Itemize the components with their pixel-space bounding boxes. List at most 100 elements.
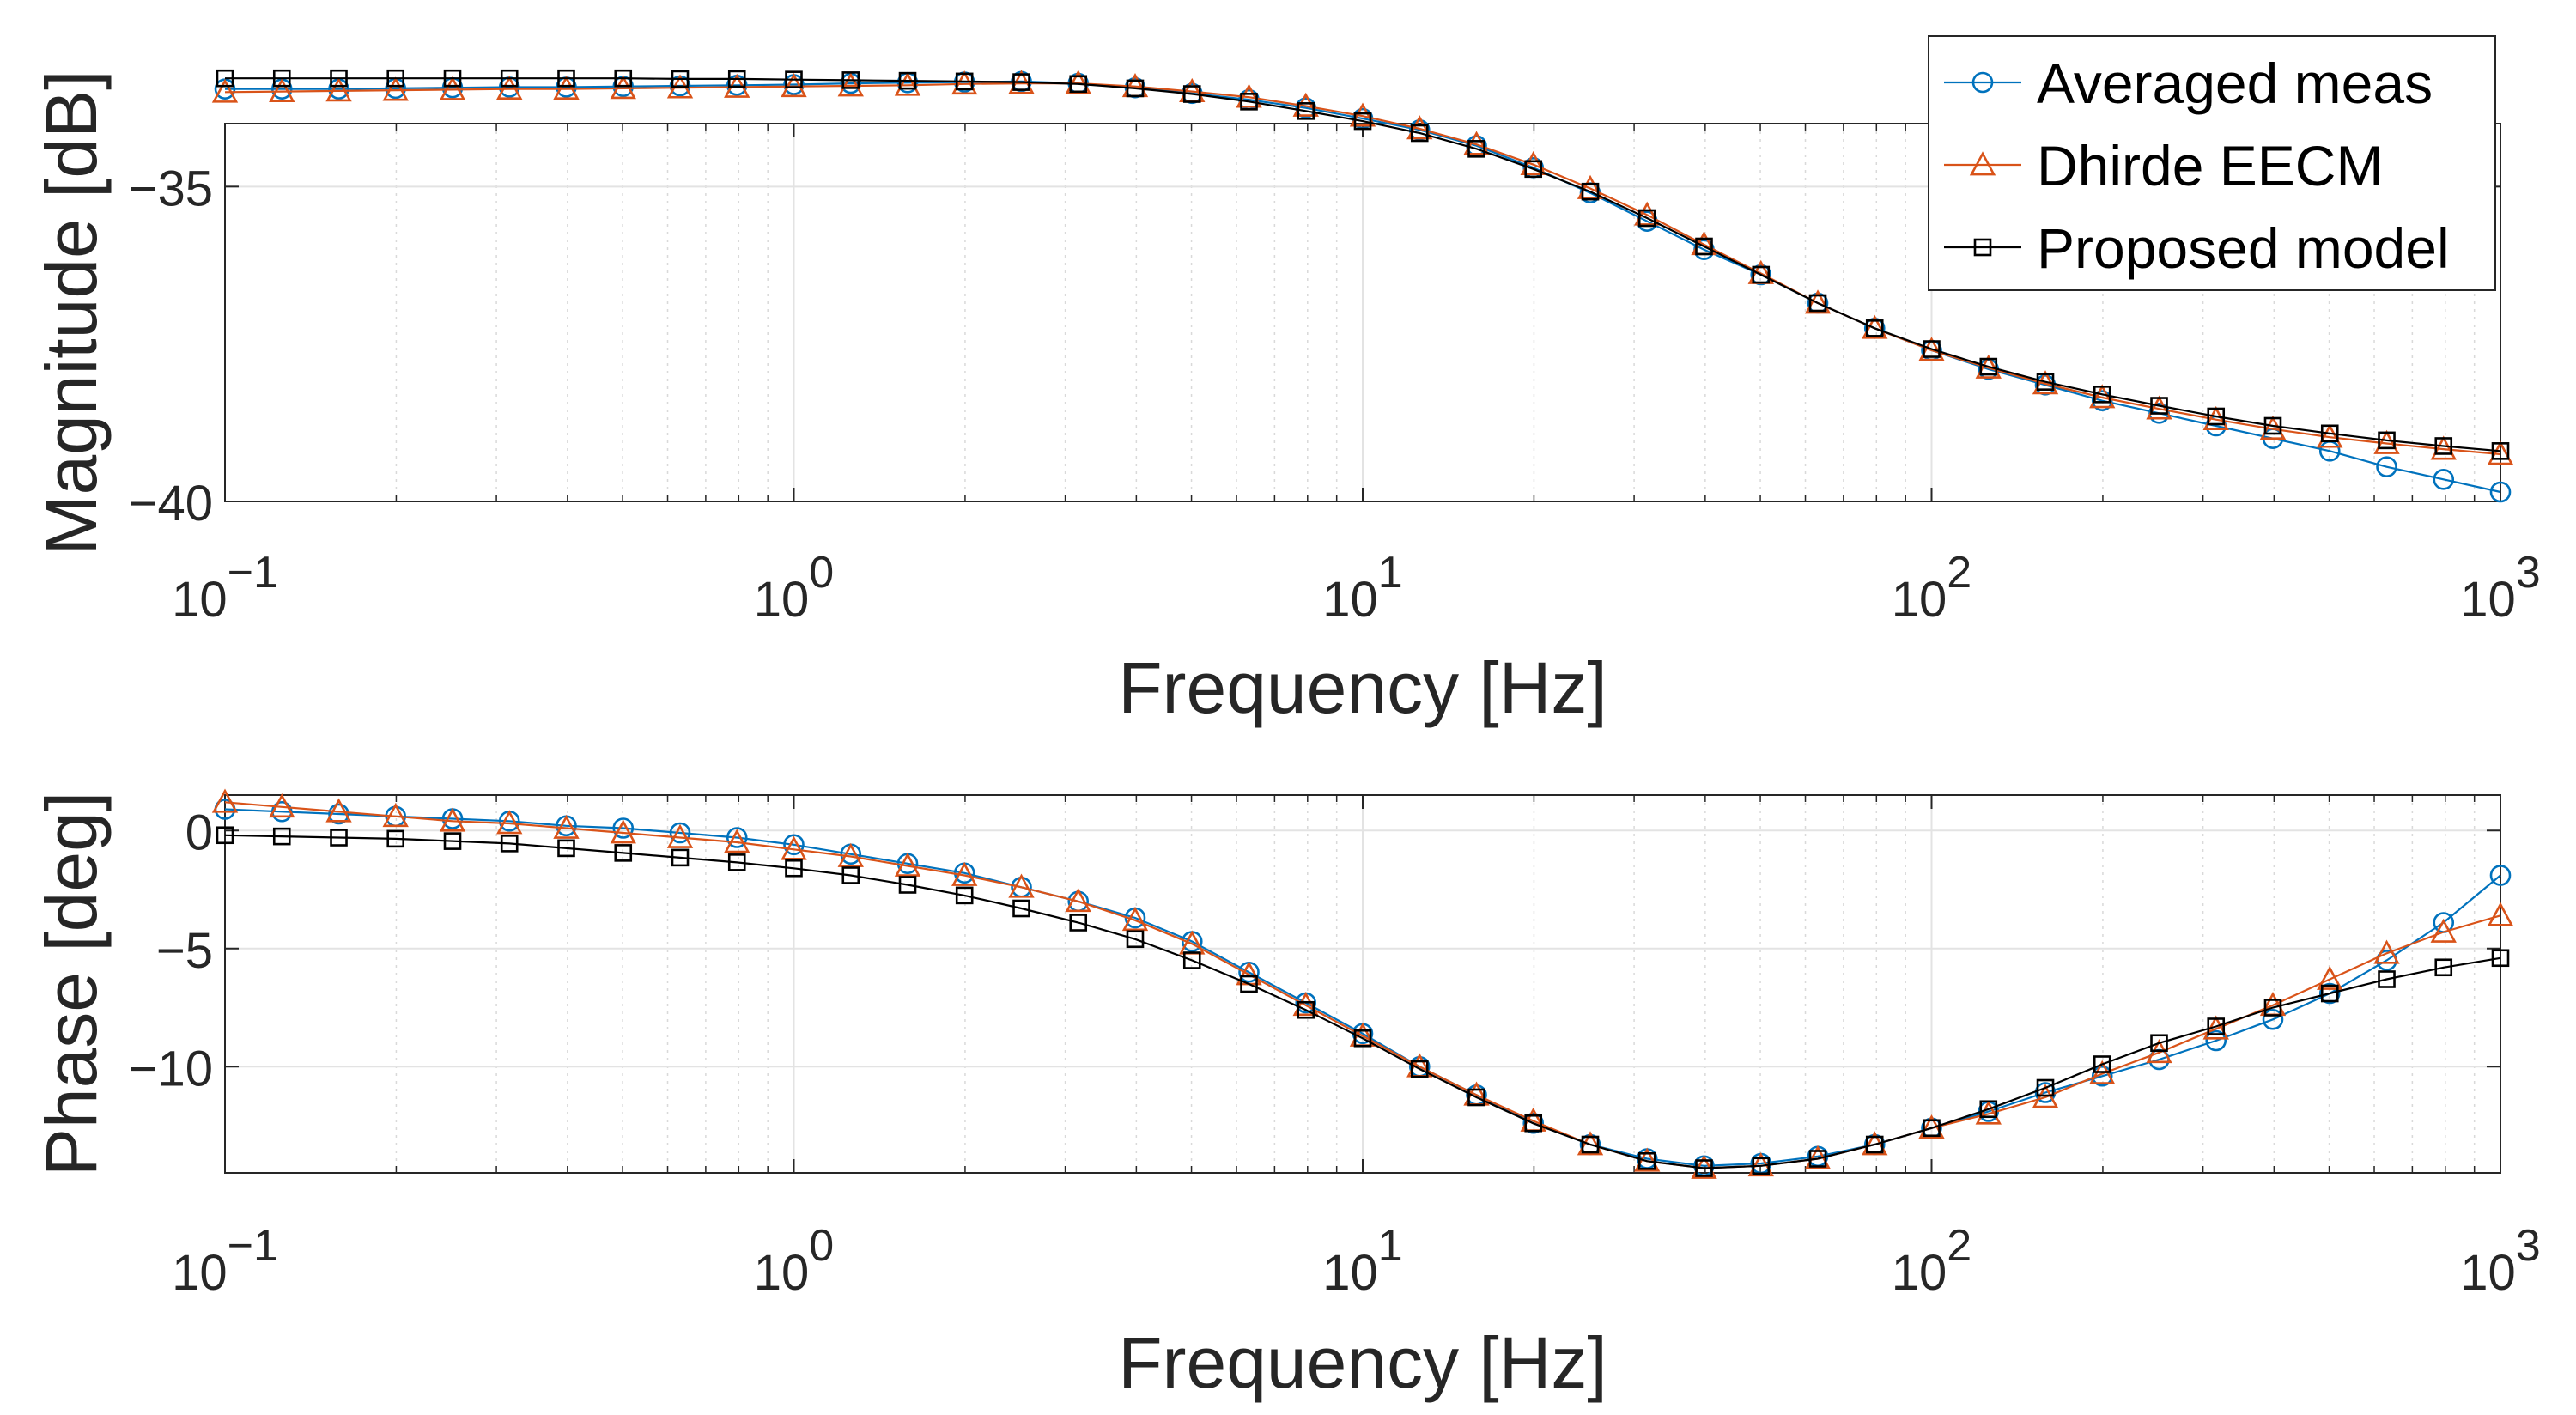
data-point [553,814,580,839]
data-point [610,819,636,844]
data-point [1353,112,1372,131]
data-point [2034,374,2057,396]
data-point [614,69,633,88]
data-point [1008,873,1035,898]
data-point [724,829,750,853]
series-proposed-model [216,69,2510,460]
series-line [225,77,2501,452]
x-tick-exponent: 0 [809,1221,834,1271]
data-point [500,69,519,88]
data-point [1979,1100,1998,1119]
data-point [1467,1088,1485,1107]
x-tick-base: 10 [172,572,228,628]
data-point [496,810,523,835]
data-point [2263,999,2282,1017]
data-point [894,71,921,96]
data-point [955,886,974,905]
x-tick-label: 10−1 [172,1221,278,1301]
data-point [2433,469,2455,490]
data-point [2373,429,2400,454]
series-line [224,834,2501,1169]
data-point [1410,1060,1429,1078]
y-tick-label: −40 [129,476,213,531]
data-point [557,69,575,88]
x-tick-label: 101 [1322,1221,1402,1301]
data-point [443,832,462,850]
data-point [669,822,691,844]
data-point [557,839,575,858]
data-point [1865,1135,1884,1154]
x-tick-exponent: −1 [228,548,278,598]
data-point [2262,1008,2284,1030]
data-point [1581,1135,1600,1154]
x-tick-label: 100 [754,548,834,628]
data-point [2487,440,2514,465]
data-point [2378,970,2396,988]
data-point [1182,85,1201,103]
data-point [2091,1065,2113,1087]
x-tick-label: 103 [2460,548,2540,628]
x-tick-label: 103 [2460,1221,2540,1301]
data-point [1467,140,1485,158]
data-point [500,835,519,853]
x-tick-label: 102 [1892,1221,1971,1301]
data-point [496,75,523,100]
data-point [1975,1100,2002,1125]
data-point [894,852,921,877]
x-tick-exponent: 1 [1378,548,1403,598]
data-point [781,72,807,98]
data-point [1979,357,1998,376]
data-point [216,69,234,88]
data-point [1637,209,1656,228]
data-point [1752,1157,1771,1175]
series-line [224,801,2501,1169]
x-tick-base: 10 [172,1245,228,1301]
data-point [1750,264,1772,286]
data-point [2207,407,2226,426]
data-point [2259,415,2287,440]
data-point [898,71,917,90]
x-tick-base: 10 [1322,1245,1378,1301]
x-tick-base: 10 [1892,572,1947,628]
data-point [2489,865,2512,886]
data-point [1975,354,2002,379]
legend-box [1928,35,2496,291]
data-point [1862,314,1888,339]
data-point [2205,1029,2227,1052]
legend-swatch-marker [1971,71,1994,94]
data-point [1637,1151,1656,1170]
data-point [2487,902,2514,926]
data-point [1804,289,1832,314]
data-point [1808,1150,1827,1168]
data-point [785,70,803,88]
data-point [1012,899,1030,918]
data-point [325,77,352,102]
data-point [2430,918,2457,943]
data-point [841,866,860,884]
x-tick-exponent: 3 [2516,548,2541,598]
data-point [2089,384,2116,409]
data-point [2317,965,2343,990]
data-point [443,69,462,88]
data-point [1236,83,1262,108]
data-point [1065,70,1091,94]
data-point [898,876,917,894]
data-point [216,826,234,845]
x-tick-exponent: 1 [1378,1221,1403,1271]
x-axis-label: Frequency [Hz] [1118,1322,1607,1403]
x-axis-label: Frequency [Hz] [1118,647,1607,728]
data-point [666,823,694,848]
data-point [1695,237,1713,256]
data-point [2036,373,2055,391]
data-point [726,827,748,848]
data-point [2317,423,2343,448]
data-point [1292,992,1319,1017]
data-point [727,70,746,88]
data-point [1069,914,1088,932]
data-point [2202,405,2229,431]
x-tick-base: 10 [1322,572,1378,628]
data-point [785,859,803,878]
y-tick-label: 0 [185,805,213,860]
data-point [1408,119,1431,141]
data-point [1695,1159,1713,1177]
